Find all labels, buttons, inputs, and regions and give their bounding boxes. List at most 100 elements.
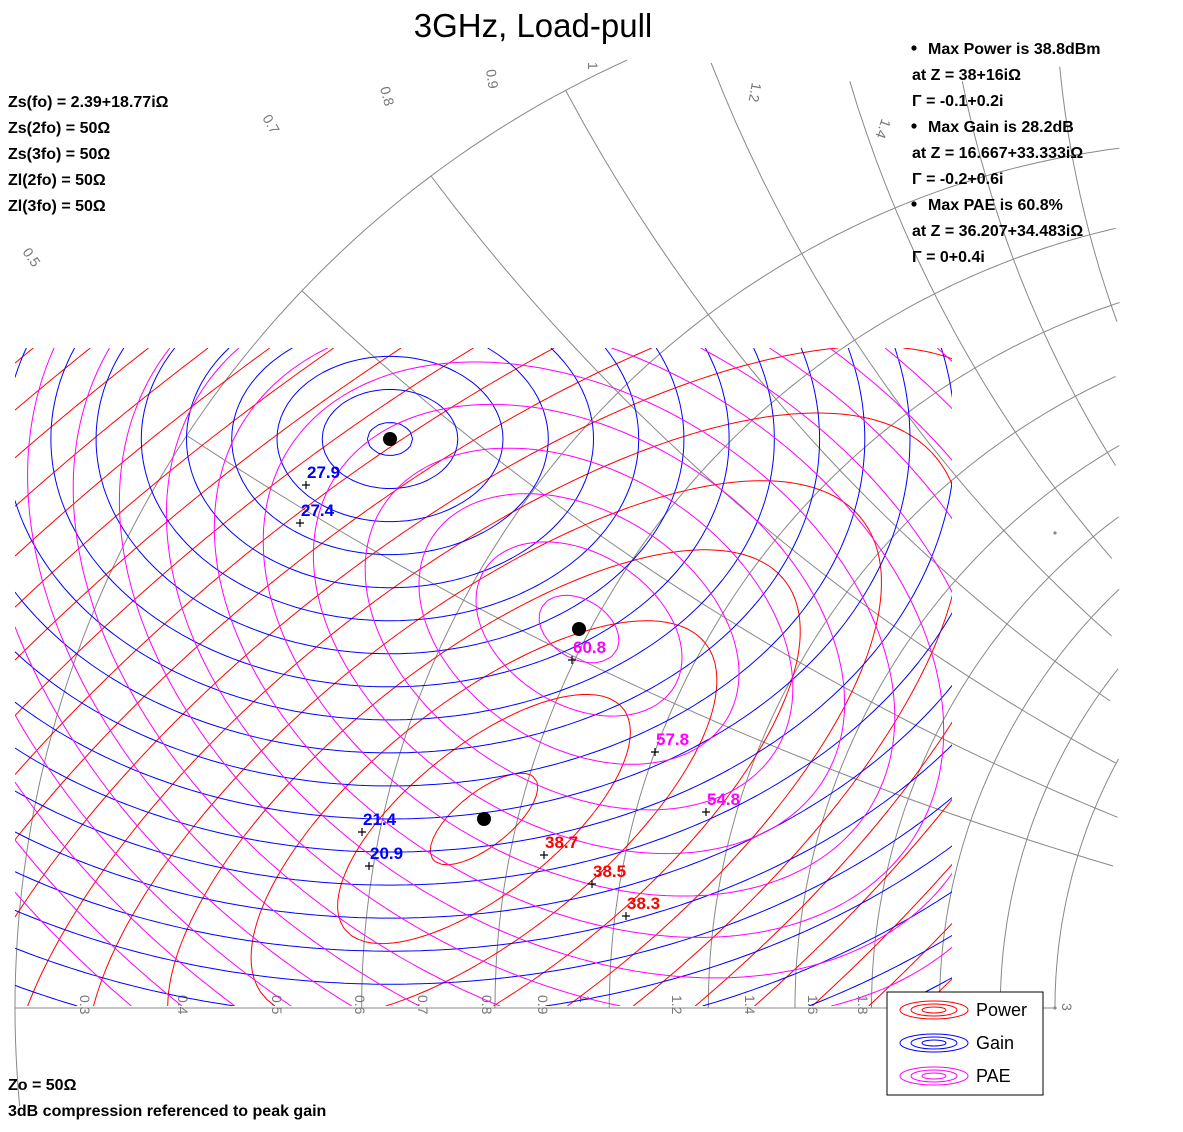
summary-line: Max Gain is 28.2dB bbox=[928, 119, 1074, 136]
max-gain-point bbox=[383, 432, 397, 446]
legend-item-power: Power bbox=[899, 1000, 1027, 1020]
series-gain bbox=[15, 348, 952, 1006]
contour-label-text: 27.4 bbox=[301, 501, 335, 520]
contour-line-power bbox=[167, 549, 801, 1006]
summary-line: at Z = 16.667+33.333iΩ bbox=[912, 145, 1083, 162]
contour-label-gain: 27.4 bbox=[296, 501, 335, 527]
contour-label-mark bbox=[365, 862, 373, 870]
contour-line-pae bbox=[364, 447, 794, 811]
contour-line-power bbox=[93, 480, 882, 1006]
max-power-point bbox=[477, 812, 491, 826]
contour-line-gain bbox=[15, 612, 952, 886]
contour-line-pae bbox=[15, 839, 183, 1006]
contour-label-mark bbox=[622, 912, 630, 920]
contour-line-power bbox=[337, 694, 631, 945]
contour-label-text: 60.8 bbox=[573, 638, 606, 657]
contour-label-text: 21.4 bbox=[363, 810, 397, 829]
contour-line-pae bbox=[15, 348, 952, 1006]
legend-label: Power bbox=[976, 1000, 1027, 1020]
source-condition: Zs(3fo) = 50Ω bbox=[8, 146, 110, 163]
grid-dot bbox=[1053, 531, 1057, 535]
contour-label-mark bbox=[540, 851, 548, 859]
legend-swatch bbox=[921, 1006, 947, 1014]
contour-label-mark bbox=[296, 519, 304, 527]
reactance-tick-label: 0.5 bbox=[20, 245, 44, 270]
contour-label-text: 27.9 bbox=[307, 463, 340, 482]
contour-label-text: 38.5 bbox=[593, 862, 626, 881]
source-condition: Zs(2fo) = 50Ω bbox=[8, 120, 110, 137]
reactance-arc bbox=[565, 90, 1111, 702]
contour-line-gain bbox=[15, 796, 952, 985]
contour-line-gain bbox=[15, 744, 952, 952]
legend-box bbox=[886, 991, 1044, 1096]
resistance-circle bbox=[871, 516, 1119, 1008]
contour-label-power: 38.7 bbox=[540, 833, 578, 859]
contour-line-gain bbox=[15, 348, 911, 820]
legend-item-gain: Gain bbox=[899, 1033, 1014, 1053]
resistance-circle bbox=[999, 668, 1119, 1008]
resistance-tick-label: 0.3 bbox=[77, 995, 93, 1015]
source-condition: Zs(fo) = 2.39+18.77iΩ bbox=[8, 94, 169, 111]
contour-label-mark bbox=[302, 481, 310, 489]
contour-label-power: 38.3 bbox=[622, 894, 660, 920]
contour-label-gain: 21.4 bbox=[358, 810, 397, 836]
reactance-arc bbox=[430, 175, 1117, 764]
contour-line-pae bbox=[15, 781, 236, 1006]
reactance-arc bbox=[710, 62, 1112, 637]
text-annotations: 3GHz, Load-pull Zs(fo) = 2.39+18.77iΩ Zs(2… bbox=[8, 7, 1101, 1120]
contour-line-pae bbox=[538, 594, 620, 664]
contour-line-gain bbox=[186, 348, 594, 589]
resistance-circle bbox=[794, 445, 1120, 1008]
contour-line-gain bbox=[95, 348, 685, 655]
resistance-tick-label: 0.4 bbox=[175, 995, 191, 1015]
contour-label-text: 20.9 bbox=[370, 844, 403, 863]
reactance-tick-label: 1.2 bbox=[746, 81, 765, 103]
contour-line-gain bbox=[808, 934, 952, 1006]
resistance-tick-label: 0.5 bbox=[269, 995, 285, 1015]
contour-label-text: 57.8 bbox=[656, 730, 689, 749]
resistance-tick-label: 0.8 bbox=[479, 995, 495, 1015]
contour-line-gain bbox=[366, 422, 414, 456]
contour-label-text: 54.8 bbox=[707, 790, 740, 809]
reactance-arc bbox=[1059, 66, 1118, 322]
series-pae bbox=[15, 348, 952, 1006]
grid-dot bbox=[1053, 1006, 1057, 1010]
contour-line-gain bbox=[15, 684, 952, 919]
footer-note: 3dB compression referenced to peak gain bbox=[8, 1103, 326, 1120]
chart-title: 3GHz, Load-pull bbox=[414, 7, 652, 44]
contour-line-gain bbox=[15, 348, 952, 853]
contour-line-pae bbox=[27, 348, 952, 1006]
resistance-tick-label: 3 bbox=[1059, 1003, 1075, 1011]
resistance-tick-label: 1.4 bbox=[742, 995, 758, 1015]
summary-line: Max Power is 38.8dBm bbox=[928, 41, 1101, 58]
resistance-tick-label: 0.7 bbox=[415, 995, 431, 1015]
legend-swatch bbox=[910, 1003, 958, 1017]
contour-line-power bbox=[15, 348, 334, 608]
contour-label-gain: 20.9 bbox=[365, 844, 403, 870]
contour-line-pae bbox=[72, 348, 952, 1006]
legend-label: Gain bbox=[976, 1033, 1014, 1053]
legend-swatch bbox=[899, 1000, 969, 1020]
contour-line-power bbox=[15, 348, 91, 411]
bullet-dot bbox=[911, 123, 917, 129]
contour-line-pae bbox=[475, 541, 683, 717]
resistance-circle bbox=[1054, 758, 1119, 1008]
resistance-circle bbox=[361, 147, 1120, 1008]
contour-line-gain bbox=[15, 348, 866, 787]
contour-labels: 38.7 38.5 38.3 27.9 27.4 21.4 20.9 60.8 57.8 54.8 bbox=[296, 463, 740, 920]
legend-swatch bbox=[910, 1036, 958, 1050]
contour-line-gain bbox=[231, 348, 549, 556]
legend-swatch bbox=[921, 1039, 947, 1047]
reactance-tick-label: 1 bbox=[585, 62, 601, 70]
contour-line-pae bbox=[15, 714, 292, 1006]
unit-circle bbox=[14, 59, 628, 1106]
contour-line-gain bbox=[276, 355, 504, 523]
contour-line-pae bbox=[165, 348, 952, 979]
footer-note: Zo = 50Ω bbox=[8, 1077, 77, 1094]
contour-label-pae: 57.8 bbox=[651, 730, 689, 756]
legend: Power Gain PAE bbox=[886, 991, 1044, 1096]
reactance-tick-label: 1.4 bbox=[872, 117, 894, 141]
contour-label-mark bbox=[358, 828, 366, 836]
legend-item-pae: PAE bbox=[899, 1066, 1011, 1086]
